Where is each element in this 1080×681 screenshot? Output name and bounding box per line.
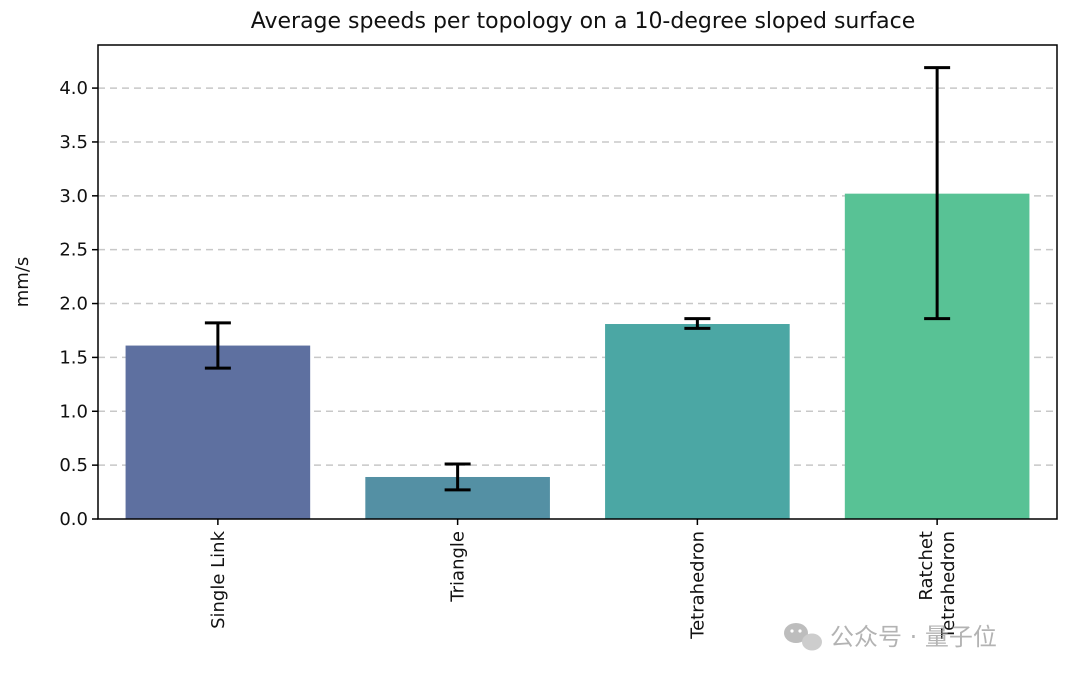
y-tick-label: 0.0: [59, 509, 88, 530]
y-tick-label: 3.0: [59, 186, 88, 207]
x-tick-label: Ratchet: [916, 531, 937, 601]
y-tick-label: 3.5: [59, 132, 88, 153]
x-tick-label: Triangle: [448, 531, 469, 603]
y-tick-label: 1.0: [59, 401, 88, 422]
bar: [125, 345, 311, 519]
bars-group: [125, 193, 1030, 519]
watermark: 公众号 · 量子位: [784, 623, 997, 651]
y-axis-label: mm/s: [12, 257, 33, 308]
x-tick-label: Tetrahedron: [687, 531, 708, 640]
x-tick-label: Single Link: [208, 530, 229, 628]
x-axis: Single Link Triangle Tetrahedron Ratchet Tet…: [208, 519, 959, 640]
chart-title: Average speeds per topology on a 10-degr…: [251, 9, 916, 34]
bar: [605, 324, 790, 519]
y-tick-label: 2.0: [59, 294, 88, 315]
y-axis: 0.0 0.5 1.0 1.5 2.0 2.5 3.0 3.5 4.0: [59, 78, 98, 530]
y-tick-label: 4.0: [59, 78, 88, 99]
x-tick-label: Tetrahedron: [938, 531, 959, 640]
error-bars-group: [204, 66, 951, 492]
y-tick-label: 2.5: [59, 240, 88, 261]
plot-frame: [97, 44, 1058, 520]
watermark-text: 公众号 · 量子位: [830, 623, 997, 651]
y-tick-label: 1.5: [59, 347, 88, 368]
y-tick-label: 0.5: [59, 455, 88, 476]
wechat-icon: [784, 623, 822, 651]
